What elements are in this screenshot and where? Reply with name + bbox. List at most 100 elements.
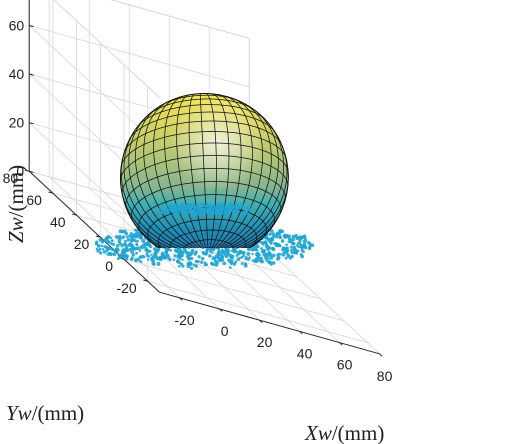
cloud-point: [184, 250, 189, 255]
cloud-point-front: [164, 211, 168, 215]
cloud-point-front: [174, 212, 178, 216]
cloud-point: [145, 252, 149, 256]
cloud-point: [153, 252, 158, 256]
cloud-point: [156, 247, 161, 252]
cloud-point: [124, 239, 128, 243]
cloud-point: [194, 250, 198, 254]
cloud-point: [189, 256, 194, 261]
y-tick-label: -20: [116, 280, 136, 296]
cloud-point: [244, 257, 247, 261]
x-axis-line: [159, 291, 380, 355]
cloud-point: [282, 250, 286, 254]
cloud-point: [103, 239, 107, 243]
x-tick-label: 20: [257, 334, 273, 350]
cloud-point: [98, 247, 102, 251]
cloud-point-front: [203, 205, 207, 209]
cloud-point: [148, 249, 152, 253]
cloud-point: [160, 252, 165, 257]
cloud-point-front: [160, 211, 164, 214]
cloud-point: [115, 244, 120, 248]
cloud-point: [276, 243, 280, 247]
cloud-point-front: [200, 206, 204, 210]
cloud-point: [269, 255, 274, 260]
cloud-point: [124, 245, 129, 249]
sphere-parallel: [120, 142, 289, 182]
cloud-point: [208, 254, 212, 258]
sphere-meridian: [120, 148, 178, 248]
cloud-point: [177, 264, 181, 268]
cloud-point-front: [183, 210, 188, 214]
floor-grid-line: [123, 258, 345, 322]
cloud-point: [135, 233, 140, 237]
cloud-point: [293, 248, 297, 252]
cloud-point: [125, 257, 129, 261]
cloud-point: [284, 246, 288, 251]
cloud-point-front: [208, 203, 211, 206]
cloud-point: [267, 250, 272, 255]
cloud-point: [299, 236, 303, 240]
cloud-point-front: [158, 207, 162, 210]
sphere-meridian: [128, 114, 189, 248]
cloud-point-front: [231, 205, 235, 209]
cloud-point: [217, 256, 221, 260]
y-tick-label: 40: [50, 214, 66, 230]
cloud-point: [128, 247, 132, 251]
cloud-point: [122, 254, 126, 259]
cloud-point: [281, 252, 286, 257]
cloud-point: [300, 249, 304, 253]
cloud-point-front: [209, 211, 213, 215]
x-axis-label: Xw/(mm): [304, 421, 384, 444]
cloud-point: [139, 235, 144, 240]
x-tick-mark: [259, 319, 263, 323]
sphere-meridian: [230, 140, 288, 248]
cloud-point: [206, 248, 210, 251]
cloud-point-front: [215, 203, 220, 207]
cloud-point: [261, 241, 265, 244]
cloud-point-front: [242, 210, 245, 214]
cloud-point: [169, 248, 173, 252]
sphere-meridian: [210, 93, 230, 248]
cloud-point: [240, 262, 244, 266]
cloud-point: [173, 254, 177, 258]
y-tick-mark: [48, 191, 54, 194]
y-axis-line: [28, 170, 160, 293]
cloud-point-front: [235, 210, 238, 214]
cloud-point: [290, 248, 294, 252]
cloud-point: [190, 250, 194, 255]
cloud-point-front: [197, 210, 202, 214]
cloud-point: [125, 235, 129, 239]
cloud-point: [251, 252, 254, 256]
cloud-point: [291, 238, 295, 242]
sphere-meridian: [153, 98, 200, 248]
y-tick-label: 60: [26, 192, 42, 208]
cloud-point-front: [240, 211, 243, 214]
cloud-point: [219, 259, 222, 263]
cloud-point-front: [214, 209, 218, 212]
cloud-point: [196, 260, 200, 264]
cloud-point: [96, 244, 101, 248]
cloud-point: [181, 258, 184, 261]
cloud-point: [201, 251, 205, 254]
sphere-meridian: [215, 95, 253, 248]
z-tick-label: 20: [9, 115, 25, 131]
cloud-point-front: [224, 212, 227, 215]
y-axis-label: Yw/(mm): [6, 401, 84, 425]
cloud-point-front: [239, 203, 242, 206]
cloud-point: [235, 254, 239, 257]
y-tick-mark: [143, 279, 148, 282]
sphere-parallel: [120, 131, 287, 168]
cloud-point-front: [248, 208, 252, 212]
cloud-point: [159, 255, 163, 260]
cloud-point: [118, 238, 122, 242]
cloud-point-front: [196, 206, 200, 210]
cloud-point: [243, 263, 248, 268]
cloud-point: [143, 245, 147, 249]
cloud-point: [178, 248, 183, 253]
cloud-point: [271, 261, 276, 265]
cloud-point-front: [193, 208, 197, 212]
cloud-point: [138, 255, 142, 260]
cloud-point: [220, 248, 224, 252]
cloud-point: [200, 256, 205, 261]
